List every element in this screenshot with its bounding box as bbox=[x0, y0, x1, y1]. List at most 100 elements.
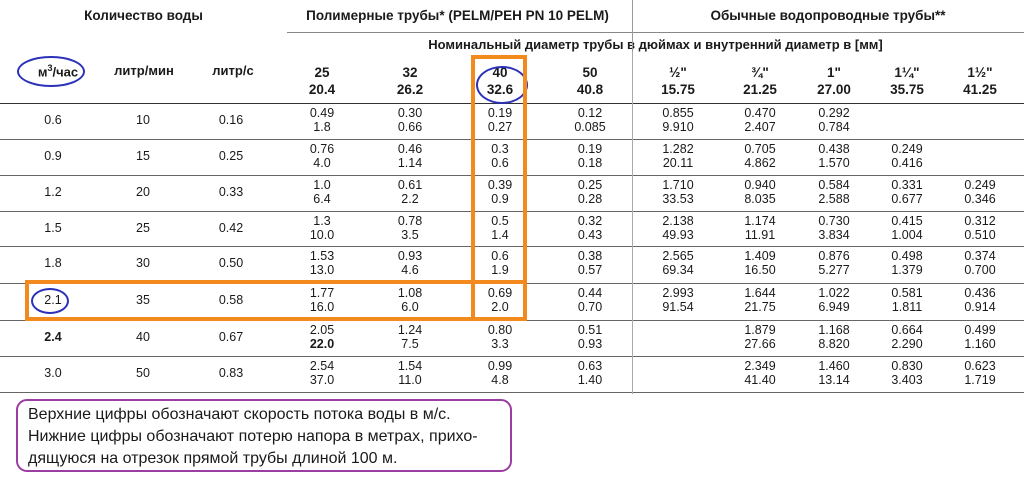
head-loss-value: 0.346 bbox=[964, 191, 996, 206]
value-cell: 1.460 13.14 bbox=[799, 359, 869, 387]
head-loss-value: 1.004 bbox=[891, 227, 923, 242]
velocity-value: 1.0 bbox=[313, 178, 331, 192]
velocity-value: 0.3 bbox=[491, 142, 509, 156]
head-loss-value: 6.4 bbox=[313, 191, 331, 206]
value-cell: 0.39 0.9 bbox=[465, 178, 535, 206]
value-cell: 0.3 0.6 bbox=[465, 142, 535, 170]
velocity-value: 1.460 bbox=[818, 359, 850, 373]
value-cell: 0.61 2.2 bbox=[375, 178, 445, 206]
velocity-value: 0.6 bbox=[491, 249, 509, 263]
column-divider bbox=[632, 52, 633, 394]
head-loss-value: 69.34 bbox=[662, 262, 694, 277]
head-loss-value: 27.66 bbox=[744, 336, 776, 351]
value-cell: 0.25 0.28 bbox=[555, 178, 625, 206]
head-loss-value: 6.949 bbox=[818, 299, 850, 314]
velocity-value: 0.93 bbox=[397, 249, 423, 263]
velocity-value: 0.830 bbox=[891, 359, 923, 373]
head-loss-value: 91.54 bbox=[662, 299, 694, 314]
value-cell: 1.53 13.0 bbox=[287, 249, 357, 277]
velocity-value: 0.19 bbox=[577, 142, 603, 156]
value-cell: 0.38 0.57 bbox=[555, 249, 625, 277]
value-cell: 0.80 3.3 bbox=[465, 323, 535, 351]
head-loss-value: 1.379 bbox=[891, 262, 923, 277]
velocity-value: 1.022 bbox=[818, 286, 850, 300]
head-loss-value: 8.820 bbox=[818, 336, 850, 351]
velocity-value: 0.30 bbox=[397, 106, 423, 120]
velocity-value: 2.138 bbox=[662, 214, 694, 228]
flow-m3h-cell: 2.4 bbox=[44, 330, 62, 344]
velocity-value: 0.63 bbox=[577, 359, 603, 373]
diameter-nominal: ¾" bbox=[751, 65, 769, 80]
value-cell: 0.12 0.085 bbox=[555, 106, 625, 134]
velocity-value: 1.3 bbox=[313, 214, 331, 228]
value-cell: 0.19 0.27 bbox=[465, 106, 535, 134]
value-cell: 0.436 0.914 bbox=[945, 286, 1015, 314]
legend-note: Верхние цифры обозначают скорость потока… bbox=[16, 399, 512, 472]
diameter-header: 1½" 41.25 bbox=[945, 64, 1015, 98]
head-loss-value: 2.290 bbox=[891, 336, 923, 351]
velocity-value: 0.19 bbox=[487, 106, 513, 120]
flow-lmin-cell: 10 bbox=[136, 113, 150, 127]
diameter-nominal: 1¼" bbox=[894, 65, 920, 80]
row-divider bbox=[0, 392, 1024, 393]
velocity-value: 0.61 bbox=[397, 178, 423, 192]
head-loss-value: 1.719 bbox=[964, 372, 996, 387]
value-cell: 0.664 2.290 bbox=[872, 323, 942, 351]
flow-m3h-cell: 1.5 bbox=[44, 221, 62, 235]
value-cell: 0.51 0.93 bbox=[555, 323, 625, 351]
value-cell: 0.63 1.40 bbox=[555, 359, 625, 387]
value-cell: 0.415 1.004 bbox=[872, 214, 942, 242]
velocity-value: 1.168 bbox=[818, 323, 850, 337]
velocity-value: 0.498 bbox=[891, 249, 923, 263]
value-cell: 1.24 7.5 bbox=[375, 323, 445, 351]
velocity-value: 2.349 bbox=[744, 359, 776, 373]
velocity-value: 0.876 bbox=[818, 249, 850, 263]
flow-m3h-cell: 0.9 bbox=[44, 149, 62, 163]
velocity-value: 1.54 bbox=[397, 359, 423, 373]
head-loss-value: 1.9 bbox=[491, 262, 509, 277]
head-loss-value: 5.277 bbox=[818, 262, 850, 277]
head-loss-value: 16.0 bbox=[309, 299, 335, 314]
row-divider bbox=[0, 356, 1024, 357]
value-cell: 0.470 2.407 bbox=[725, 106, 795, 134]
value-cell: 2.05 22.0 bbox=[287, 323, 357, 351]
highlight-ring-diameter-40 bbox=[476, 66, 528, 104]
note-line: Нижние цифры обозначают потерю напора в … bbox=[28, 428, 478, 445]
note-line: дящуюся на отрезок прямой трубы длиной 1… bbox=[28, 450, 398, 467]
velocity-value: 0.374 bbox=[964, 249, 996, 263]
row-divider bbox=[0, 139, 1024, 140]
value-cell: 0.6 1.9 bbox=[465, 249, 535, 277]
velocity-value: 1.24 bbox=[397, 323, 423, 337]
flow-ls-cell: 0.67 bbox=[218, 330, 244, 344]
diameter-header: ½" 15.75 bbox=[643, 64, 713, 98]
velocity-value: 0.730 bbox=[818, 214, 850, 228]
value-cell: 1.168 8.820 bbox=[799, 323, 869, 351]
head-loss-value: 0.677 bbox=[891, 191, 923, 206]
diameter-header: 50 40.8 bbox=[555, 64, 625, 98]
value-cell: 0.49 1.8 bbox=[287, 106, 357, 134]
group-divider bbox=[632, 0, 633, 52]
note-line: Верхние цифры обозначают скорость потока… bbox=[28, 406, 451, 423]
head-loss-value: 0.6 bbox=[491, 155, 509, 170]
value-cell: 0.19 0.18 bbox=[555, 142, 625, 170]
velocity-value: 1.08 bbox=[397, 286, 423, 300]
head-loss-value: 21.75 bbox=[744, 299, 776, 314]
velocity-value: 0.76 bbox=[309, 142, 335, 156]
highlight-box-row-2-1 bbox=[25, 280, 527, 321]
velocity-value: 0.292 bbox=[818, 106, 850, 120]
value-cell: 0.623 1.719 bbox=[945, 359, 1015, 387]
velocity-value: 0.78 bbox=[397, 214, 423, 228]
diameter-nominal: 32 bbox=[402, 65, 418, 80]
diameter-header: 1¼" 35.75 bbox=[872, 64, 942, 98]
velocity-value: 0.51 bbox=[577, 323, 603, 337]
flow-lmin-cell: 35 bbox=[136, 293, 150, 307]
highlight-ring-m3h-header bbox=[17, 56, 85, 87]
velocity-value: 0.499 bbox=[964, 323, 996, 337]
value-cell: 2.54 37.0 bbox=[287, 359, 357, 387]
value-cell: 0.78 3.5 bbox=[375, 214, 445, 242]
flow-m3h-cell: 1.8 bbox=[44, 256, 62, 270]
value-cell: 1.644 21.75 bbox=[725, 286, 795, 314]
diameter-nominal: 1½" bbox=[967, 65, 993, 80]
flow-ls-cell: 0.83 bbox=[218, 366, 244, 380]
head-loss-value: 10.0 bbox=[309, 227, 335, 242]
